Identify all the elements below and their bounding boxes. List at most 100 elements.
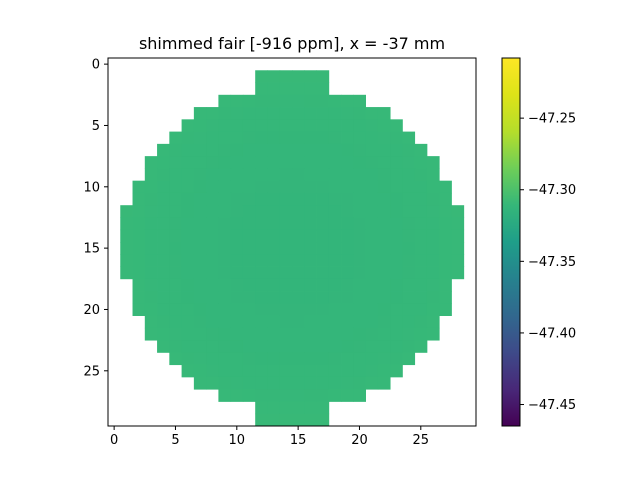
heatmap-cell	[255, 340, 268, 353]
heatmap-cell	[218, 242, 232, 255]
heatmap-cell	[304, 131, 317, 145]
heatmap-cell	[292, 217, 305, 231]
heatmap-cell	[402, 217, 416, 231]
heatmap-cell	[157, 143, 170, 157]
heatmap-cell	[157, 278, 170, 292]
heatmap-cell	[193, 327, 207, 341]
heatmap-cell	[377, 217, 391, 231]
heatmap-cell	[304, 70, 317, 83]
heatmap-cell	[206, 205, 219, 218]
heatmap-cell	[439, 278, 452, 292]
heatmap-cell	[377, 180, 391, 194]
heatmap-cell	[390, 156, 403, 169]
heatmap-cell	[292, 315, 305, 329]
heatmap-cell	[353, 266, 366, 280]
heatmap-cell	[279, 364, 293, 378]
heatmap-cell	[206, 143, 219, 157]
heatmap-cell	[304, 413, 317, 427]
heatmap-cell	[120, 254, 133, 267]
heatmap-cell	[316, 70, 330, 83]
heatmap-cell	[279, 156, 293, 169]
heatmap-cell	[316, 168, 330, 182]
heatmap-cell	[267, 168, 281, 182]
heatmap-cell	[341, 376, 354, 390]
heatmap-cell	[292, 119, 305, 132]
heatmap-cell	[328, 266, 342, 280]
heatmap-cell	[304, 156, 317, 169]
heatmap-cell	[255, 278, 268, 292]
heatmap-cell	[365, 217, 379, 231]
heatmap-cell	[157, 217, 170, 231]
heatmap-cell	[426, 217, 440, 231]
heatmap-cell	[328, 119, 342, 132]
heatmap-cell	[414, 192, 428, 206]
heatmap-cell	[328, 352, 342, 366]
heatmap-cell	[365, 242, 379, 255]
heatmap-cell	[193, 205, 207, 218]
heatmap-cell	[353, 217, 366, 231]
heatmap-cell	[255, 327, 268, 341]
heatmap-cell	[365, 119, 379, 132]
heatmap-cell	[279, 352, 293, 366]
heatmap-cell	[292, 205, 305, 218]
heatmap-cell	[181, 119, 195, 132]
heatmap-cell	[242, 352, 256, 366]
heatmap-cell	[169, 278, 182, 292]
heatmap-cell	[242, 315, 256, 329]
heatmap-cell	[181, 291, 195, 304]
heatmap-cell	[230, 364, 244, 378]
heatmap-cell	[304, 376, 317, 390]
heatmap-cell	[132, 242, 146, 255]
heatmap-cell	[157, 327, 170, 341]
heatmap-cell	[292, 82, 305, 96]
heatmap-cell	[316, 327, 330, 341]
heatmap-cell	[267, 94, 281, 108]
heatmap-cell	[451, 242, 465, 255]
heatmap-cell	[377, 376, 391, 390]
heatmap-cell	[426, 291, 440, 304]
heatmap-cell	[193, 119, 207, 132]
heatmap-cell	[169, 180, 182, 194]
x-tick-label: 0	[110, 433, 118, 448]
heatmap-cell	[328, 327, 342, 341]
heatmap-cell	[230, 242, 244, 255]
heatmap-cell	[242, 217, 256, 231]
y-axis: 0 5 10 15 20 25	[83, 58, 108, 379]
heatmap-cell	[255, 94, 268, 108]
heatmap-cell	[402, 291, 416, 304]
heatmap-cell	[341, 180, 354, 194]
heatmap-cell	[353, 303, 366, 316]
heatmap-cell	[255, 70, 268, 83]
heatmap-cell	[157, 315, 170, 329]
heatmap-cell	[193, 242, 207, 255]
heatmap-cell	[414, 278, 428, 292]
heatmap-cell	[279, 376, 293, 390]
heatmap-cell	[279, 229, 293, 243]
heatmap-cell	[144, 192, 158, 206]
heatmap-cell	[414, 156, 428, 169]
heatmap-cell	[181, 168, 195, 182]
heatmap-cell	[218, 168, 232, 182]
heatmap-cell	[279, 413, 293, 427]
heatmap-cell	[206, 364, 219, 378]
heatmap-cell	[353, 94, 366, 108]
heatmap-cell	[242, 131, 256, 145]
heatmap-cell	[341, 315, 354, 329]
heatmap-cell	[267, 180, 281, 194]
heatmap-cell	[341, 278, 354, 292]
heatmap-cell	[390, 168, 403, 182]
heatmap-cell	[230, 303, 244, 316]
heatmap-cell	[242, 376, 256, 390]
heatmap-cell	[341, 192, 354, 206]
heatmap-cell	[292, 107, 305, 120]
heatmap-cell	[169, 242, 182, 255]
heatmap-cell	[218, 131, 232, 145]
heatmap-cell	[353, 278, 366, 292]
heatmap-cell	[157, 229, 170, 243]
heatmap-cell	[353, 107, 366, 120]
heatmap-cell	[193, 376, 207, 390]
heatmap-cell	[316, 291, 330, 304]
heatmap-cell	[255, 131, 268, 145]
heatmap-cell	[316, 266, 330, 280]
heatmap-cell	[365, 376, 379, 390]
